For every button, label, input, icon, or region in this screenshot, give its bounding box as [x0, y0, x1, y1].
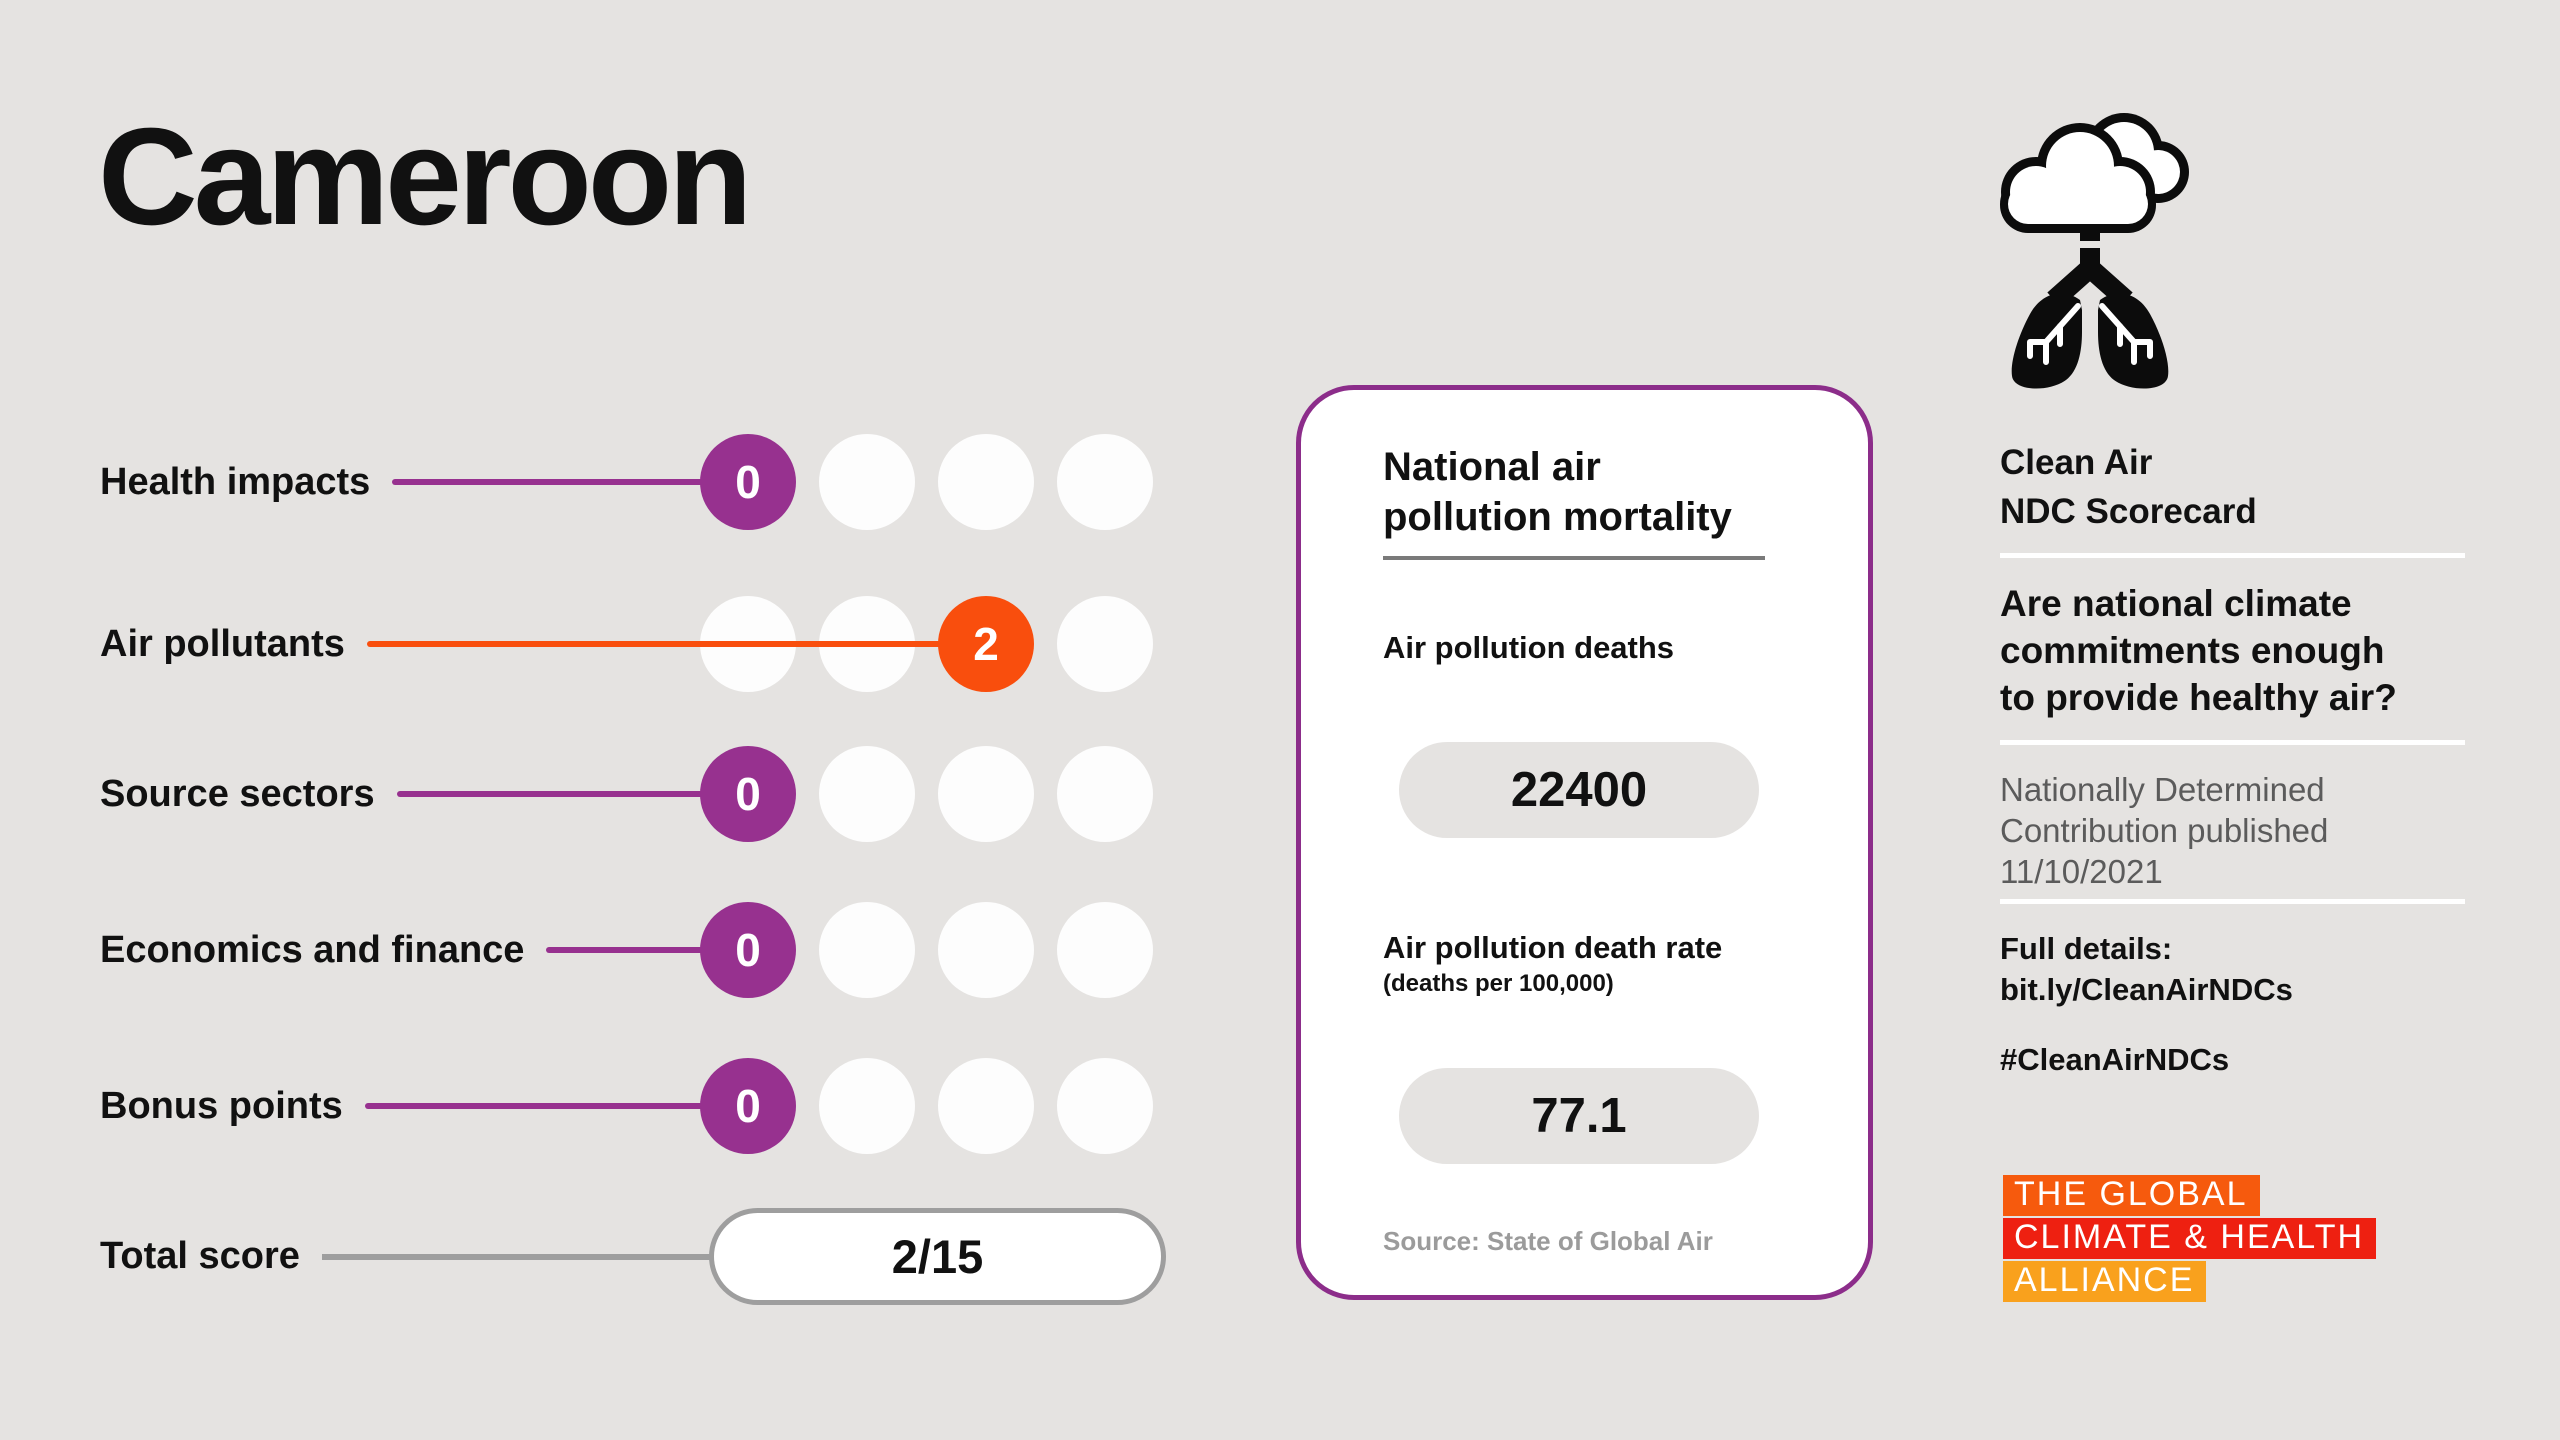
- score-row-label: Economics and finance: [100, 928, 525, 971]
- death-rate-label: Air pollution death rate: [1383, 930, 1723, 965]
- score-dot-empty: [819, 1058, 915, 1154]
- death-rate-value-pill: 77.1: [1399, 1068, 1759, 1164]
- score-dot-filled: 0: [700, 434, 796, 530]
- total-score-pill: 2/15: [709, 1208, 1166, 1305]
- cloud-lungs-icon: [1992, 100, 2192, 390]
- hashtag: #CleanAirNDCs: [2000, 1042, 2230, 1077]
- sidebar-divider: [2000, 899, 2465, 904]
- deaths-label: Air pollution deaths: [1383, 630, 1675, 665]
- source-credit: Source: State of Global Air: [1383, 1226, 1713, 1256]
- score-dot-empty: [938, 1058, 1034, 1154]
- total-score-value: 2/15: [891, 1230, 984, 1283]
- death-rate-value: 77.1: [1531, 1089, 1627, 1143]
- score-dot-filled: 0: [700, 1058, 796, 1154]
- total-score-connector-line: [321, 1253, 715, 1260]
- score-row-label: Health impacts: [100, 460, 371, 503]
- score-dot-filled: 2: [938, 596, 1034, 692]
- score-row: Economics and finance 0: [100, 902, 1153, 998]
- score-row-label: Bonus points: [100, 1084, 343, 1127]
- score-connector-line: [546, 947, 706, 953]
- score-connector-line: [392, 479, 706, 485]
- score-dots: 0: [694, 902, 1153, 998]
- ndc-published-note: Nationally Determined Contribution publi…: [2000, 771, 2329, 890]
- score-dot-empty: [938, 902, 1034, 998]
- logo-line: THE GLOBAL: [2003, 1175, 2260, 1216]
- full-details-link: bit.ly/CleanAirNDCs: [2000, 972, 2293, 1007]
- logo-line: ALLIANCE: [2003, 1261, 2207, 1302]
- death-rate-sublabel: (deaths per 100,000): [1383, 970, 1614, 997]
- mortality-card: National air pollution mortality Air pol…: [1296, 385, 1873, 1300]
- full-details-block: Full details: bit.ly/CleanAirNDCs: [2000, 928, 2293, 1010]
- score-dot-empty: [1057, 596, 1153, 692]
- score-dot-empty: [938, 434, 1034, 530]
- full-details-label: Full details:: [2000, 931, 2173, 966]
- score-connector-line: [364, 1103, 706, 1109]
- mortality-card-divider: [1383, 556, 1765, 560]
- total-score-label: Total score: [100, 1235, 300, 1277]
- score-dot-empty: [938, 746, 1034, 842]
- score-dot-empty: [1057, 1058, 1153, 1154]
- sidebar-divider: [2000, 553, 2465, 558]
- score-row: Health impacts 0: [100, 434, 1153, 530]
- score-dot-empty: [1057, 746, 1153, 842]
- scorecard-question: Are national climate commitments enough …: [2000, 583, 2397, 718]
- score-dot-empty: [819, 902, 915, 998]
- deaths-value: 22400: [1510, 763, 1648, 817]
- deaths-value-pill: 22400: [1399, 742, 1759, 838]
- total-score-row: Total score 2/15: [100, 1208, 1166, 1305]
- score-dot-empty: [1057, 902, 1153, 998]
- score-connector-line: [366, 641, 706, 647]
- score-dots: 0: [694, 434, 1153, 530]
- score-dot-empty: [1057, 434, 1153, 530]
- sidebar-divider: [2000, 740, 2465, 745]
- score-row-label: Air pollutants: [100, 622, 345, 665]
- score-dot-filled: 0: [700, 746, 796, 842]
- score-row-label: Source sectors: [100, 772, 375, 815]
- score-row: Source sectors 0: [100, 746, 1153, 842]
- score-connector-line: [694, 641, 986, 647]
- global-climate-health-alliance-logo: THE GLOBAL CLIMATE & HEALTH ALLIANCE: [2003, 1175, 2377, 1304]
- mortality-card-title: National air pollution mortality: [1383, 445, 1732, 539]
- score-dots: 2: [694, 596, 1153, 692]
- scorecard-heading: Clean Air NDC Scorecard: [2000, 443, 2257, 531]
- score-rows: Health impacts 0 Air pollutants 2 Source sec…: [100, 0, 1153, 1440]
- score-dots: 0: [694, 1058, 1153, 1154]
- score-connector-line: [396, 791, 706, 797]
- score-dots: 0: [694, 746, 1153, 842]
- score-row: Bonus points 0: [100, 1058, 1153, 1154]
- score-dot-filled: 0: [700, 902, 796, 998]
- score-row: Air pollutants 2: [100, 596, 1153, 692]
- country-title: Cameroon: [98, 100, 752, 254]
- score-dot-empty: [819, 746, 915, 842]
- score-dot-empty: [819, 434, 915, 530]
- logo-line: CLIMATE & HEALTH: [2003, 1218, 2377, 1259]
